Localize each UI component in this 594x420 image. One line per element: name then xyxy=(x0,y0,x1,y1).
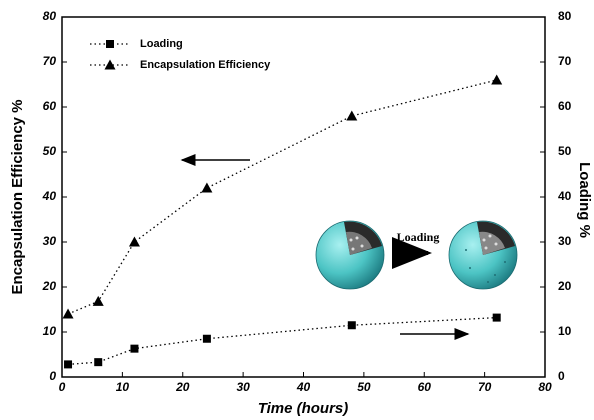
legend-label: Loading xyxy=(140,38,183,50)
y-tick-label: 80 xyxy=(43,9,57,23)
y2-tick-label: 70 xyxy=(558,54,572,68)
x-tick-label: 80 xyxy=(538,380,552,394)
y2-tick-label: 20 xyxy=(558,279,572,293)
y2-axis-title: Loading % xyxy=(576,162,593,238)
x-tick-label: 0 xyxy=(59,380,66,394)
marker-square xyxy=(64,360,72,368)
y2-tick-label: 30 xyxy=(558,234,572,248)
marker-square xyxy=(493,314,501,322)
marker-square xyxy=(94,358,102,366)
y2-tick-label: 60 xyxy=(558,99,572,113)
marker-square xyxy=(130,345,138,353)
inset-illustration: Loading xyxy=(316,221,517,289)
y-tick-label: 50 xyxy=(43,144,57,158)
marker-triangle xyxy=(63,309,74,319)
chart: Time (hours) Encapsulation Efficiency % … xyxy=(0,0,594,420)
legend-label: Encapsulation Efficiency xyxy=(140,59,271,71)
y2-tick-label: 0 xyxy=(558,369,565,383)
x-tick-label: 50 xyxy=(357,380,371,394)
marker-square xyxy=(106,40,114,48)
y-tick-label: 20 xyxy=(42,279,57,293)
marker-triangle xyxy=(93,296,104,306)
marker-triangle xyxy=(201,183,212,193)
y-tick-label: 60 xyxy=(43,99,57,113)
x-tick-label: 30 xyxy=(236,380,250,394)
y2-tick-label: 50 xyxy=(558,144,572,158)
y-tick-label: 30 xyxy=(43,234,57,248)
marker-square xyxy=(203,335,211,343)
y2-tick-label: 80 xyxy=(558,9,572,23)
y-tick-label: 70 xyxy=(43,54,57,68)
y2-tick-label: 40 xyxy=(558,189,572,203)
marker-triangle xyxy=(346,111,357,121)
x-tick-label: 20 xyxy=(175,380,190,394)
y-tick-label: 0 xyxy=(49,369,56,383)
y-tick-label: 40 xyxy=(42,189,57,203)
marker-triangle xyxy=(491,75,502,85)
x-tick-label: 10 xyxy=(116,380,130,394)
inset-label: Loading xyxy=(397,230,440,244)
marker-square xyxy=(348,321,356,329)
x-tick-label: 70 xyxy=(478,380,492,394)
y-axis-title: Encapsulation Efficiency % xyxy=(9,99,26,294)
x-axis-title: Time (hours) xyxy=(258,400,349,417)
y-tick-label: 10 xyxy=(43,324,57,338)
series-line xyxy=(68,318,497,365)
y2-tick-label: 10 xyxy=(558,324,572,338)
series-line xyxy=(68,80,497,314)
x-tick-label: 40 xyxy=(296,380,311,394)
plot-frame xyxy=(62,17,545,377)
x-tick-label: 60 xyxy=(418,380,432,394)
marker-triangle xyxy=(129,237,140,247)
